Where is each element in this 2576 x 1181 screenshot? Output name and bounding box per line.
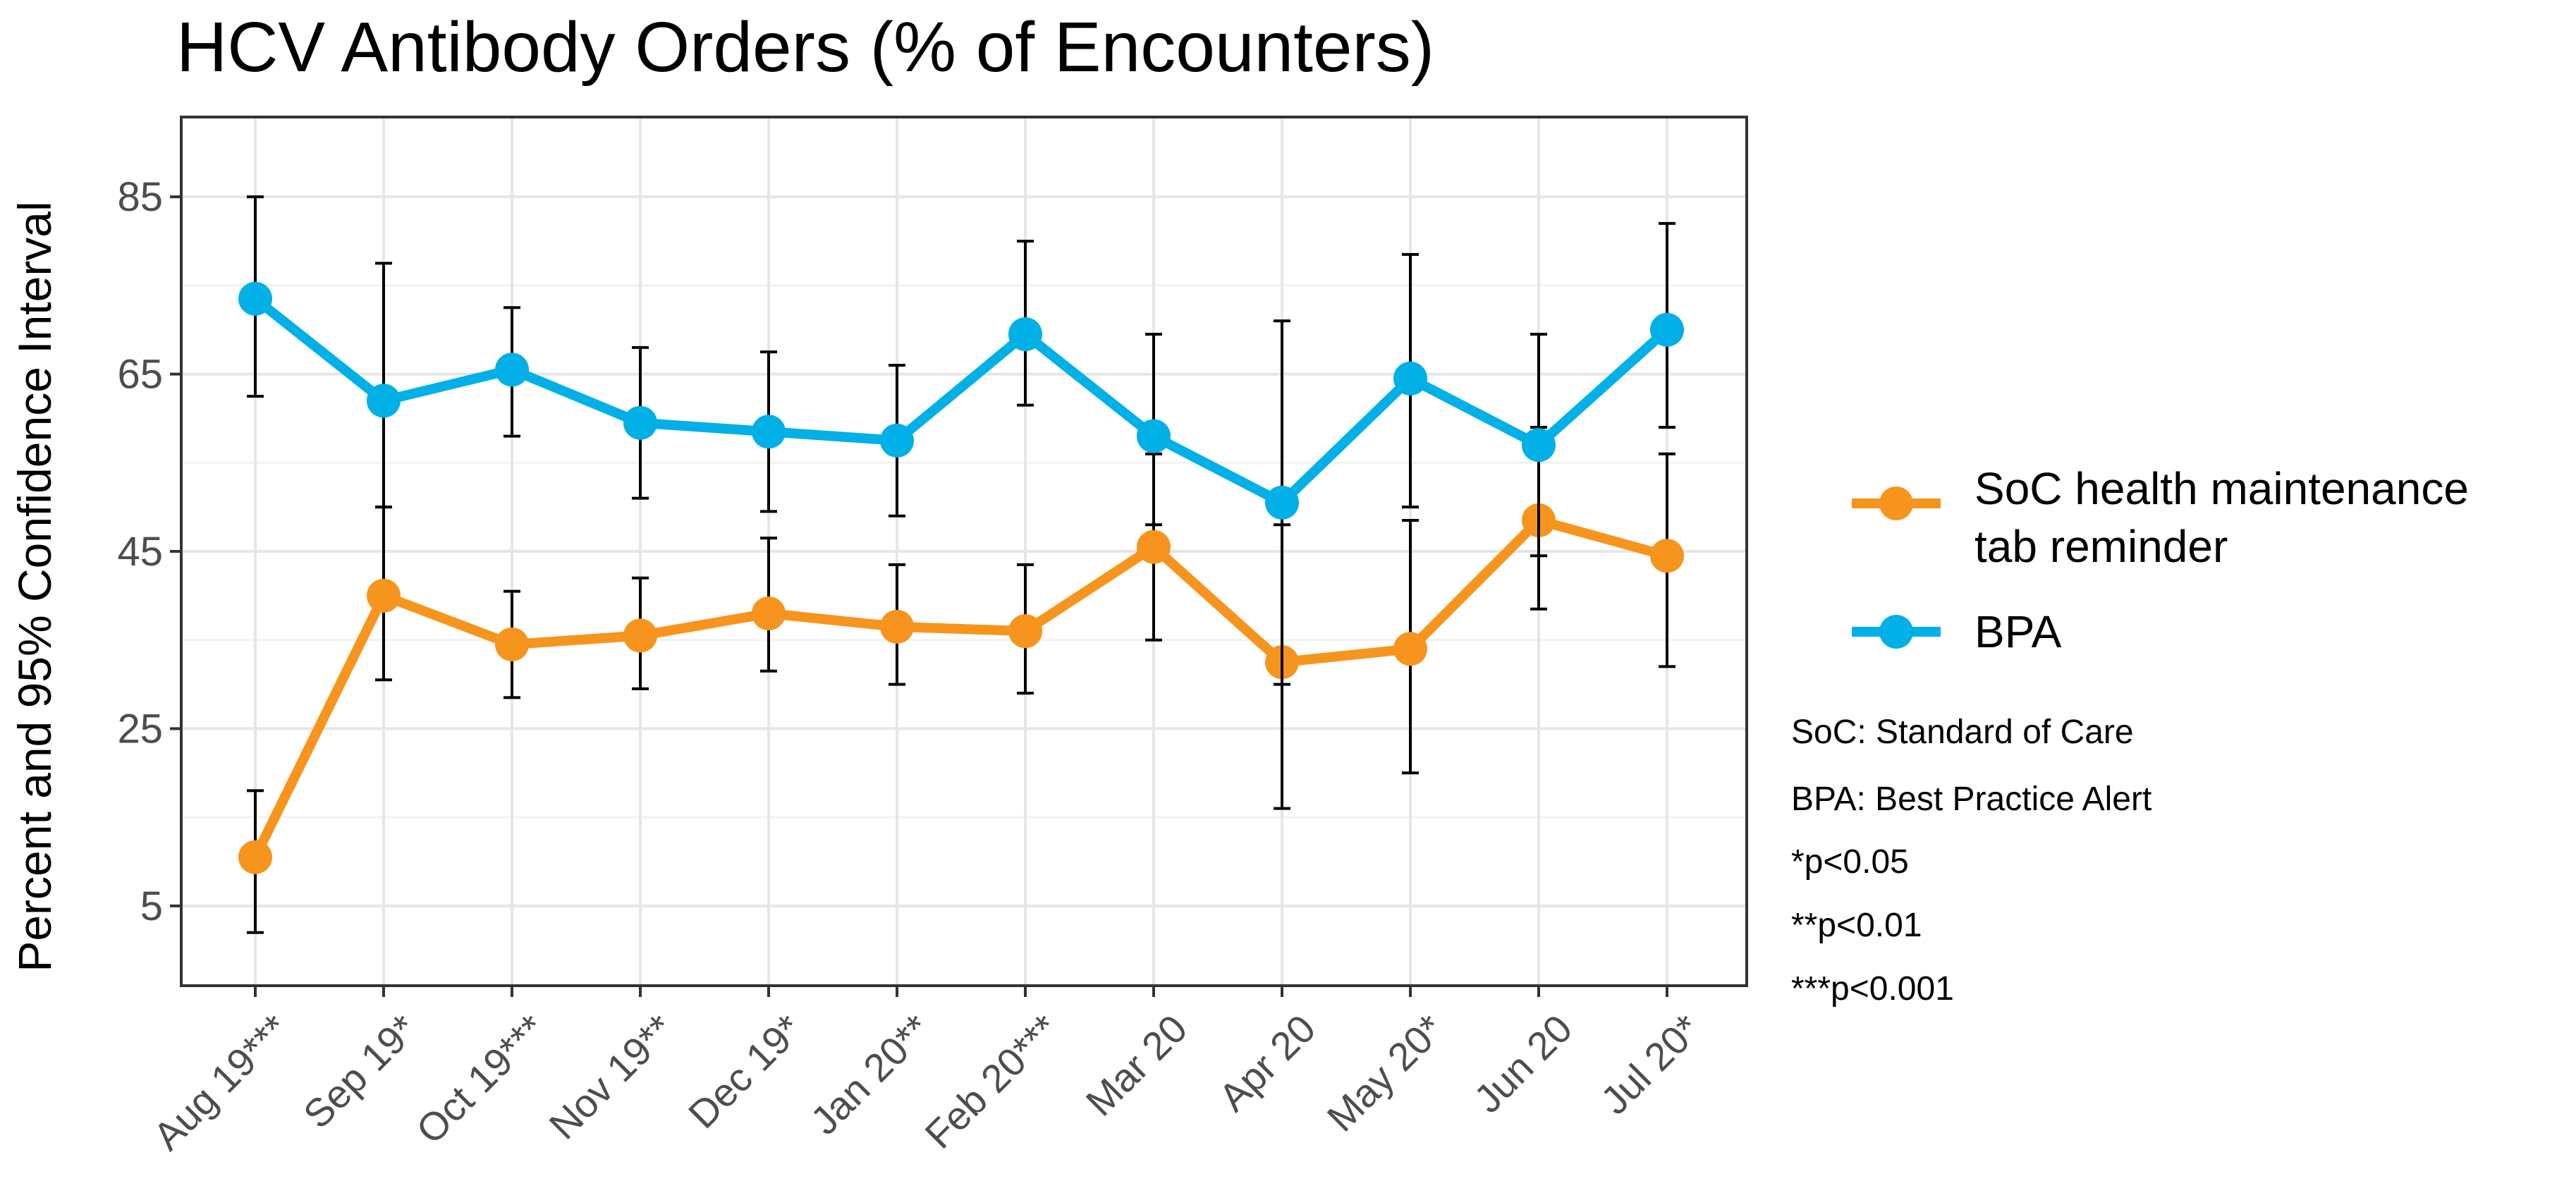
x-tick-label: Jan 20** (802, 1006, 939, 1143)
data-point (367, 384, 401, 418)
x-tick-label: Aug 19*** (145, 1006, 297, 1158)
x-tick-label: May 20* (1319, 1006, 1453, 1140)
x-tick-label: Mar 20 (1078, 1006, 1196, 1125)
data-point (495, 628, 529, 661)
note-p001: ***p<0.001 (1791, 970, 1954, 1008)
x-tick-label: Dec 19* (680, 1006, 810, 1137)
y-tick-label: 5 (140, 883, 163, 929)
legend-label-soc: SoC health maintenance tab reminder (1974, 463, 2469, 572)
data-point (238, 281, 272, 316)
data-point (1393, 632, 1427, 666)
plot-border (180, 116, 1748, 987)
x-tick-label: Apr 20 (1210, 1006, 1324, 1120)
data-point (238, 840, 272, 874)
y-tick-label: 25 (117, 706, 163, 752)
series-0 (238, 426, 1684, 934)
minor-gridlines (181, 284, 1747, 819)
chart-title: HCV Antibody Orders (% of Encounters) (176, 8, 1435, 87)
data-point (495, 353, 529, 387)
legend (1852, 487, 1941, 649)
x-tick-label: Jun 20 (1465, 1006, 1580, 1121)
data-point (880, 423, 914, 458)
series-layer (238, 195, 1684, 934)
data-point (367, 578, 401, 613)
data-point (1650, 312, 1684, 347)
x-tick-label: Nov 19** (540, 1006, 682, 1148)
y-tick-label: 45 (117, 529, 163, 575)
note-p01: **p<0.01 (1791, 907, 1922, 944)
legend-key-point (1879, 615, 1913, 649)
data-point (1522, 428, 1556, 463)
legend-label-bpa: BPA (1974, 606, 2062, 657)
data-point (1008, 317, 1042, 351)
data-point (623, 405, 657, 440)
data-point (1265, 485, 1299, 520)
x-tick-label: Sep 19* (295, 1006, 425, 1137)
data-point (880, 609, 914, 644)
data-point (623, 618, 657, 653)
legend-key-1 (1852, 615, 1941, 649)
data-point (1650, 539, 1684, 573)
x-tick-label: Oct 19*** (408, 1006, 554, 1152)
y-axis-ticks: 5 25 45 65 85 (117, 174, 181, 929)
series-line (250, 515, 1668, 859)
x-axis-ticks: Aug 19***Sep 19*Oct 19***Nov 19**Dec 19*… (145, 986, 1709, 1158)
note-bpa-definition: BPA: Best Practice Alert (1791, 781, 2152, 818)
data-point (1137, 530, 1171, 564)
data-point (1008, 614, 1042, 649)
data-point (1393, 361, 1427, 396)
legend-key-point (1879, 487, 1913, 520)
note-p05: *p<0.05 (1791, 843, 1909, 881)
x-tick-label: Feb 20*** (916, 1006, 1067, 1157)
series-line (252, 295, 1671, 508)
legend-key-0 (1852, 487, 1941, 520)
data-point (1137, 419, 1171, 453)
y-tick-label: 65 (117, 352, 163, 398)
data-point (752, 415, 786, 449)
y-tick-label: 85 (117, 174, 163, 220)
note-soc-definition: SoC: Standard of Care (1791, 714, 2134, 751)
x-tick-label: Jul 20* (1592, 1006, 1709, 1123)
series-1 (238, 195, 1684, 686)
y-axis-label: Percent and 95% Confidence Interval (8, 201, 61, 972)
data-point (752, 596, 786, 630)
